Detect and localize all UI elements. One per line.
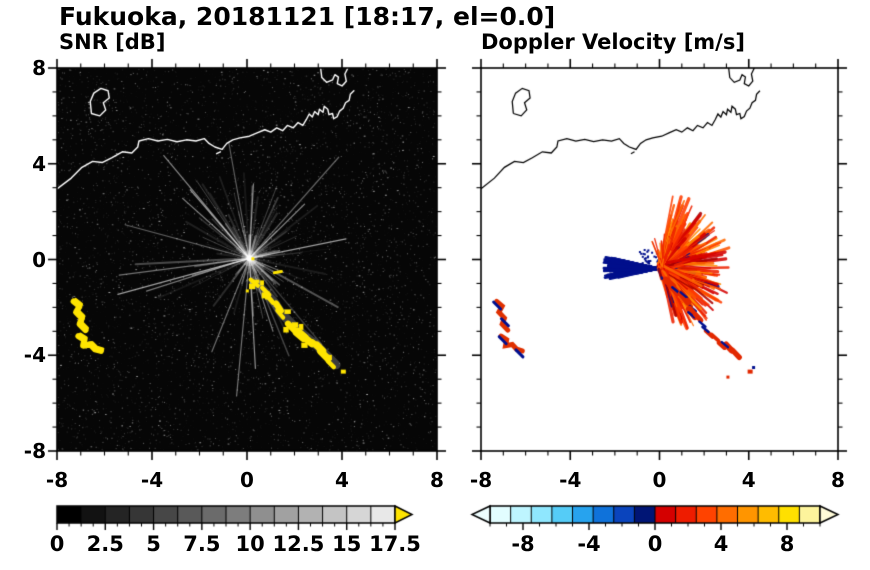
tick-label: 4 (335, 468, 349, 492)
tick-label: 8 (779, 532, 795, 556)
velocity-colorbar (458, 500, 858, 564)
tick-label: 0 (647, 532, 663, 556)
tick-label: -4 (140, 468, 164, 492)
tick-label: 4 (32, 151, 46, 176)
velocity-panel-title: Doppler Velocity [m/s] (481, 30, 745, 54)
figure-title: Fukuoka, 20181121 [18:17, el=0.0] (59, 2, 556, 31)
tick-label: -8 (45, 468, 69, 492)
tick-label: 15 (332, 532, 362, 556)
tick-label: 2.5 (86, 532, 124, 556)
tick-label: 0 (652, 468, 667, 492)
tick-label: 7.5 (183, 532, 221, 556)
tick-label: 17.5 (369, 532, 421, 556)
tick-label: 5 (146, 532, 161, 556)
tick-label: -4 (577, 532, 601, 556)
tick-label: 8 (32, 56, 46, 80)
velocity-ppi-plot (467, 54, 852, 465)
tick-label: 4 (741, 468, 756, 492)
tick-label: -8 (511, 532, 535, 556)
tick-label: 0 (32, 247, 46, 272)
tick-label: -8 (23, 439, 46, 463)
tick-label: 0 (240, 468, 254, 492)
tick-label: 4 (713, 532, 729, 556)
tick-label: 10 (235, 532, 265, 556)
snr-ppi-plot (43, 54, 451, 465)
snr-colorbar (45, 500, 445, 564)
tick-label: 8 (831, 468, 845, 492)
tick-label: -4 (559, 468, 582, 492)
snr-panel-title: SNR [dB] (59, 30, 166, 54)
tick-label: 12.5 (272, 532, 325, 556)
tick-label: -4 (23, 343, 46, 368)
tick-label: 0 (49, 532, 65, 556)
tick-label: -8 (469, 468, 493, 492)
tick-label: 8 (430, 468, 444, 492)
